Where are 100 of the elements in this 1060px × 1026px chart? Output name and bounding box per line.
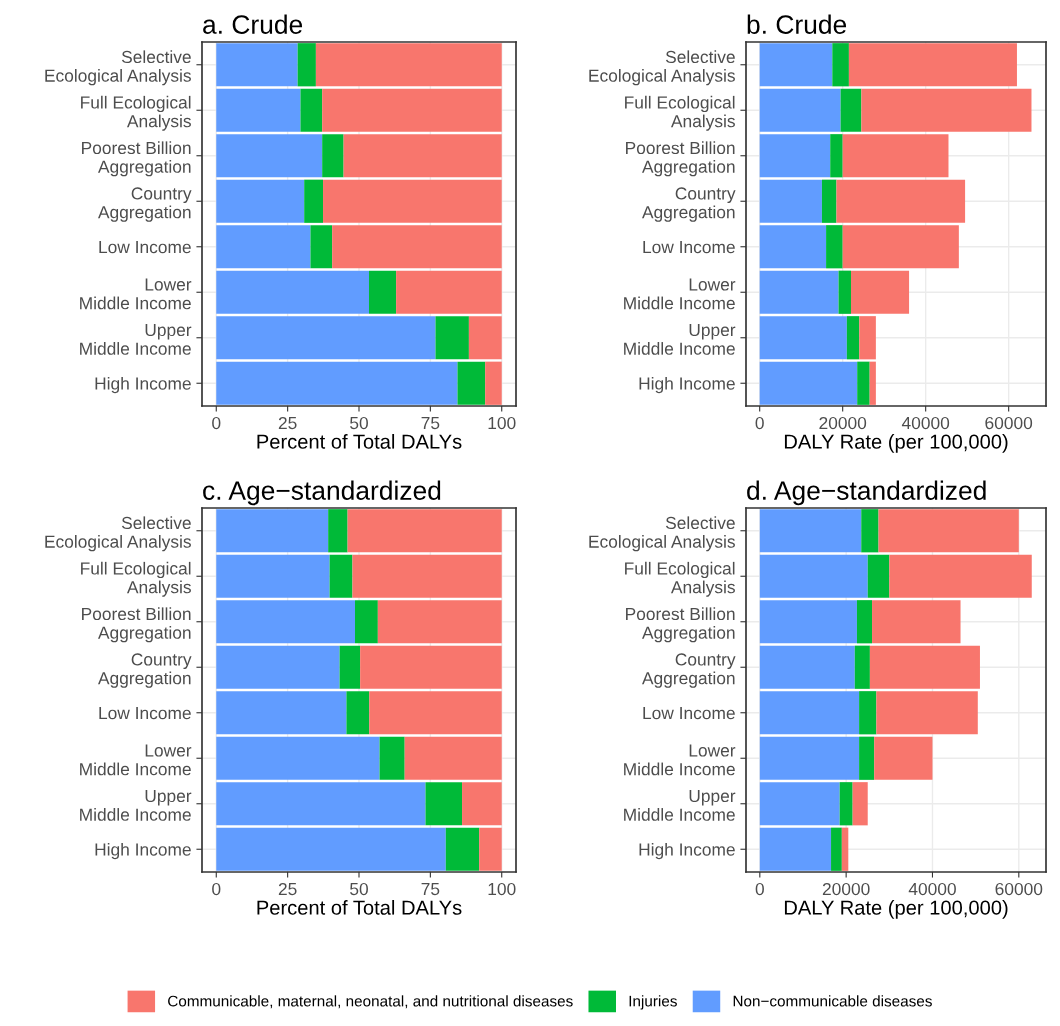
bar — [346, 691, 370, 735]
x-tick-label: 60000 — [985, 416, 1033, 430]
bar — [850, 270, 910, 314]
bar — [332, 225, 502, 269]
bar — [759, 509, 862, 553]
y-tick-label: Full Ecological Analysis — [625, 561, 735, 597]
y-tick-label: Poorest Billion Aggregation — [626, 607, 735, 643]
x-axis-title: DALY Rate (per 100,000) — [784, 433, 1008, 453]
bar — [343, 134, 502, 178]
bar — [840, 88, 862, 132]
bar — [315, 43, 502, 87]
bar — [852, 782, 868, 826]
bar — [832, 43, 849, 87]
legend-label: Non−communicable diseases — [733, 995, 932, 1007]
x-tick-label: 100 — [488, 882, 516, 896]
bar — [846, 316, 860, 360]
bar — [872, 600, 961, 644]
bar — [379, 736, 405, 780]
bar — [216, 782, 426, 826]
bar — [854, 645, 870, 689]
bar — [360, 645, 502, 689]
bar — [759, 316, 847, 360]
y-tick-label: Selective Ecological Analysis — [45, 516, 191, 552]
bar — [759, 88, 841, 132]
x-tick-label: 75 — [421, 883, 440, 896]
x-axis-title: Percent of Total DALYs — [257, 899, 462, 915]
bar — [826, 225, 843, 269]
bar — [889, 554, 1032, 598]
bar — [836, 179, 966, 223]
bar — [759, 827, 832, 871]
y-tick-label: Selective Ecological Analysis — [589, 516, 735, 552]
bar — [861, 509, 879, 553]
bar — [838, 270, 851, 314]
y-tick-label: Full Ecological Analysis — [625, 95, 735, 131]
bar — [369, 691, 502, 735]
bar — [404, 736, 502, 780]
x-tick-label: 100 — [488, 416, 516, 430]
bar — [445, 827, 480, 871]
bar — [216, 225, 311, 269]
bar — [368, 270, 397, 314]
x-tick-label: 50 — [350, 416, 368, 430]
y-tick-label: Lower Middle Income — [80, 278, 192, 310]
bar — [216, 827, 446, 871]
bar — [878, 509, 1019, 553]
bar — [462, 782, 502, 826]
x-tick-label: 0 — [212, 416, 221, 430]
y-tick-label: Low Income — [99, 241, 191, 254]
chart-title: d. Age−standardized — [747, 480, 986, 506]
bar — [339, 645, 361, 689]
bar — [839, 782, 853, 826]
bar — [216, 134, 323, 178]
y-tick-label: Poorest Billion Aggregation — [82, 607, 191, 643]
bar — [322, 88, 502, 132]
legend-label: Communicable, maternal, neonatal, and nutritional diseases — [168, 995, 573, 1009]
bar — [485, 361, 502, 405]
bar — [479, 827, 502, 871]
bar — [869, 645, 980, 689]
bar — [328, 509, 348, 553]
y-tick-label: Country Aggregation — [642, 187, 736, 222]
y-tick-label: Lower Middle Income — [624, 744, 736, 776]
y-tick-label: Selective Ecological Analysis — [589, 50, 735, 86]
y-tick-label: Poorest Billion Aggregation — [82, 141, 191, 177]
bar — [329, 554, 353, 598]
y-tick-label: Low Income — [99, 707, 191, 720]
bar — [759, 43, 833, 87]
bar — [304, 179, 324, 223]
y-tick-label: Full Ecological Analysis — [81, 561, 191, 597]
bar — [759, 225, 827, 269]
y-tick-label: Country Aggregation — [98, 187, 192, 222]
y-tick-label: Upper Middle Income — [624, 324, 736, 355]
bar — [867, 554, 890, 598]
x-tick-label: 0 — [212, 882, 221, 896]
bar — [355, 600, 378, 644]
y-tick-label: High Income — [95, 842, 191, 860]
bar — [310, 225, 333, 269]
chart-title: c. Age−standardized — [203, 480, 441, 506]
bar — [322, 134, 344, 178]
bar — [821, 179, 837, 223]
bar — [216, 645, 340, 689]
bar — [876, 691, 978, 735]
bar — [842, 225, 959, 269]
bar — [861, 88, 1032, 132]
bar — [848, 43, 1017, 87]
bar — [759, 691, 860, 735]
x-tick-label: 40000 — [908, 882, 956, 896]
y-tick-label: Country Aggregation — [642, 653, 736, 688]
bar — [759, 600, 857, 644]
bar — [841, 827, 849, 871]
bar — [396, 270, 502, 314]
x-tick-label: 60000 — [995, 882, 1043, 896]
x-axis-title: DALY Rate (per 100,000) — [784, 899, 1008, 919]
bar — [216, 316, 436, 360]
bar — [759, 134, 831, 178]
bar — [216, 554, 330, 598]
bar — [874, 736, 933, 780]
y-tick-label: Poorest Billion Aggregation — [626, 141, 735, 177]
y-tick-label: Low Income — [643, 241, 735, 254]
bar — [859, 736, 875, 780]
x-tick-label: 0 — [755, 416, 764, 430]
bar — [377, 600, 502, 644]
